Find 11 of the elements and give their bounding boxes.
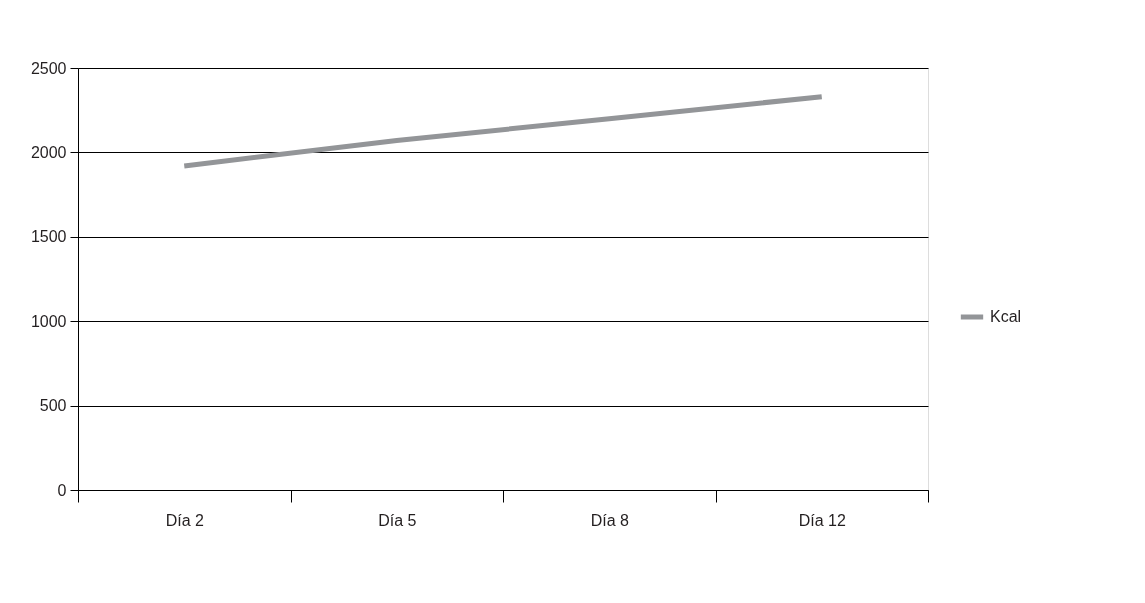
x-tick-label: Día 5: [378, 511, 417, 529]
y-tick-label: 2000: [30, 143, 67, 161]
y-tick-label: 0: [57, 481, 67, 499]
x-tick-label: Día 12: [798, 511, 846, 529]
x-tick-label: Día 8: [590, 511, 629, 529]
y-tick-label: 500: [39, 397, 67, 415]
y-tick-label: 1500: [30, 228, 67, 246]
y-tick-label: 1000: [30, 312, 67, 330]
y-tick-label: 2500: [30, 59, 67, 77]
x-tick-label: Día 2: [165, 511, 204, 529]
legend-label: Kcal: [990, 308, 1022, 325]
